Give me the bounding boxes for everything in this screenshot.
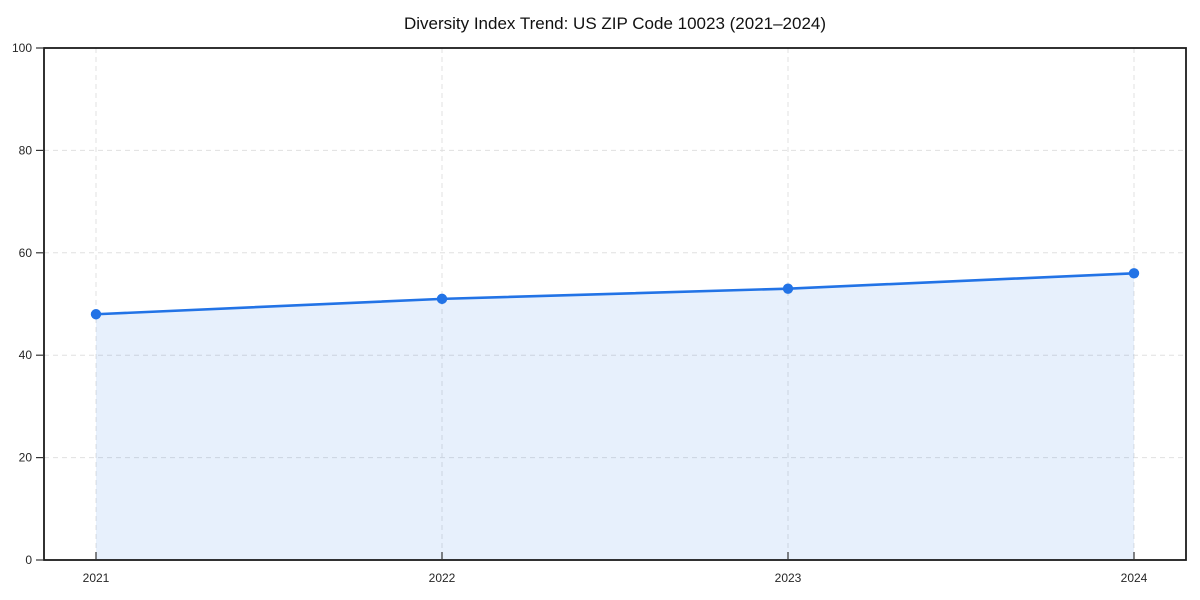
data-point [782, 283, 794, 294]
y-tick-label: 20 [19, 451, 33, 465]
chart-title: Diversity Index Trend: US ZIP Code 10023… [404, 14, 826, 33]
axis-layer: 0 20 40 60 80 100 2021 2022 2023 2024 [12, 41, 1187, 585]
x-tick-label: 2022 [429, 571, 456, 585]
plot-border [43, 47, 1187, 561]
data-point [436, 293, 448, 305]
trend-line [94, 271, 1136, 316]
area-fill [96, 273, 1134, 560]
y-tick-label: 40 [19, 348, 33, 362]
data-point [90, 309, 102, 320]
y-tick-label: 100 [12, 41, 32, 55]
x-tick-label: 2023 [775, 571, 802, 585]
data-point [1128, 268, 1140, 279]
x-tick-label: 2021 [83, 571, 110, 585]
y-tick-label: 0 [25, 553, 32, 567]
x-tick-label: 2024 [1121, 571, 1148, 585]
y-tick-label: 60 [19, 246, 33, 260]
line-layer [90, 268, 1140, 320]
area-layer [96, 273, 1134, 560]
y-tick-label: 80 [19, 143, 33, 157]
